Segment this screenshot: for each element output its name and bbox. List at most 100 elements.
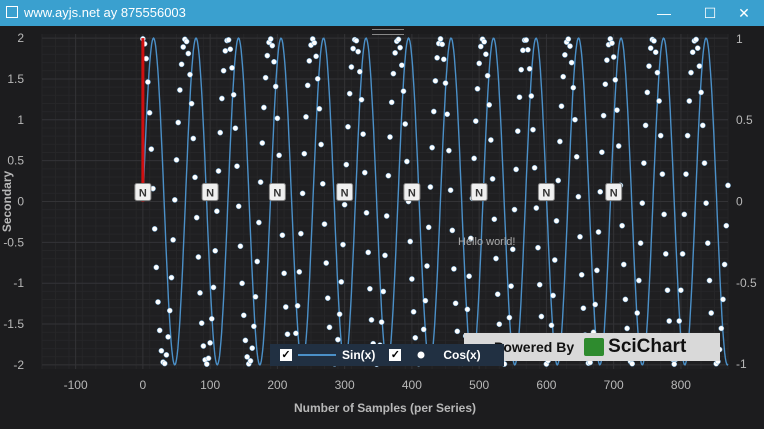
- cos-series-point: [168, 274, 175, 281]
- cos-series-point: [686, 98, 693, 104]
- cos-series-point: [193, 214, 200, 221]
- x-tick-label: 700: [604, 378, 624, 392]
- cos-series-point: [200, 343, 207, 349]
- cos-series-point: [244, 354, 250, 360]
- cos-series-point: [467, 235, 474, 242]
- cos-series-point: [173, 157, 180, 163]
- cos-series-point: [175, 119, 182, 126]
- cos-series-point: [276, 152, 282, 159]
- cos-series-point: [145, 79, 151, 85]
- cos-series-point: [299, 190, 306, 197]
- cos-series-point: [636, 277, 642, 284]
- cos-series-point: [304, 82, 311, 89]
- cos-series-point: [604, 57, 610, 63]
- cos-series-point: [198, 320, 205, 326]
- cos-series-point: [520, 47, 526, 54]
- cos-series-point: [683, 171, 689, 177]
- cos-series-point: [562, 52, 568, 58]
- cos-series-point: [356, 68, 363, 75]
- cos-series-point: [509, 246, 516, 253]
- n-marker-box: [403, 183, 421, 201]
- cos-series-point: [262, 74, 269, 81]
- cos-series-point: [514, 128, 521, 134]
- x-tick-label: 800: [671, 378, 691, 392]
- cos-series-point: [637, 240, 644, 246]
- cos-series-point: [190, 135, 197, 142]
- cos-series-point: [412, 334, 419, 341]
- x-tick-label: -100: [64, 378, 88, 392]
- cos-series-point: [679, 251, 686, 257]
- cos-series-point: [614, 107, 620, 113]
- minimize-button[interactable]: —: [657, 5, 671, 21]
- cos-series-point: [242, 337, 249, 344]
- n-marker-label: N: [610, 188, 618, 200]
- cos-series-point: [452, 300, 459, 307]
- cos-series-point: [664, 287, 671, 294]
- cos-series-point: [407, 238, 414, 245]
- y-tick-label: -1: [13, 276, 24, 290]
- cos-series-point: [314, 75, 321, 82]
- cos-series-point: [296, 269, 303, 275]
- cos-series-point: [239, 280, 245, 287]
- legend-cos-checkbox[interactable]: ✓: [389, 349, 402, 361]
- cos-series-point: [464, 306, 471, 313]
- cos-series-point: [644, 89, 651, 96]
- cos-series-point: [151, 226, 158, 232]
- cos-series-point: [662, 251, 669, 257]
- cos-series-point: [511, 206, 518, 213]
- y-right-tick-label: 0: [736, 195, 743, 209]
- splitter-handle[interactable]: [372, 29, 404, 35]
- cos-series-point: [661, 211, 667, 218]
- hello-annotation: Hello world!: [458, 236, 515, 248]
- cos-series-point: [723, 222, 730, 229]
- window-title: www.ayjs.net ay 875556003: [24, 5, 186, 20]
- cos-series-point: [293, 330, 299, 337]
- y-tick-label: 2: [17, 31, 24, 45]
- cos-series-point: [400, 88, 407, 95]
- cos-series-point: [177, 87, 183, 93]
- cos-series-point: [666, 318, 673, 324]
- y-tick-label: -1.5: [3, 317, 24, 331]
- cos-series-point: [303, 114, 309, 120]
- cos-series-point: [568, 59, 575, 66]
- cos-series-point: [378, 319, 385, 325]
- cos-series-point: [434, 54, 440, 61]
- cos-series-point: [471, 155, 477, 162]
- cos-series-point: [272, 83, 279, 90]
- cos-series-point: [360, 131, 366, 137]
- cos-series-point: [721, 261, 728, 268]
- cos-series-point: [185, 50, 192, 57]
- x-tick-label: 200: [267, 378, 287, 392]
- cos-series-point: [161, 360, 168, 367]
- cos-series-point: [708, 310, 715, 316]
- n-marker-box: [134, 183, 152, 201]
- cos-series-point: [156, 327, 163, 334]
- cos-series-point: [148, 146, 155, 152]
- cos-series-point: [454, 328, 461, 335]
- cos-series-point: [274, 115, 281, 122]
- cos-series-point: [494, 291, 501, 298]
- cos-series-point: [578, 271, 585, 278]
- cos-series-point: [449, 227, 456, 234]
- cos-series-point: [657, 132, 664, 139]
- cos-series-point: [195, 254, 202, 260]
- cos-series-point: [429, 144, 435, 151]
- cos-series-point: [321, 221, 328, 227]
- cos-series-point: [629, 360, 636, 367]
- cos-series-point: [188, 100, 195, 107]
- cos-series-point: [551, 257, 558, 263]
- legend-sin-checkbox[interactable]: ✓: [280, 349, 292, 361]
- cos-series-point: [491, 216, 498, 223]
- cos-series-point: [647, 45, 654, 51]
- y-tick-label: 1: [17, 113, 24, 127]
- cos-series-point: [704, 240, 711, 246]
- maximize-button[interactable]: ☐: [703, 4, 717, 21]
- close-button[interactable]: ✕: [738, 4, 750, 21]
- cos-series-point: [254, 258, 261, 265]
- cos-series-point: [535, 244, 541, 251]
- cos-series-point: [257, 179, 264, 185]
- cos-series-point: [533, 205, 540, 211]
- cos-series-point: [197, 290, 203, 296]
- cos-series-point: [353, 37, 360, 44]
- cos-series-point: [180, 44, 187, 50]
